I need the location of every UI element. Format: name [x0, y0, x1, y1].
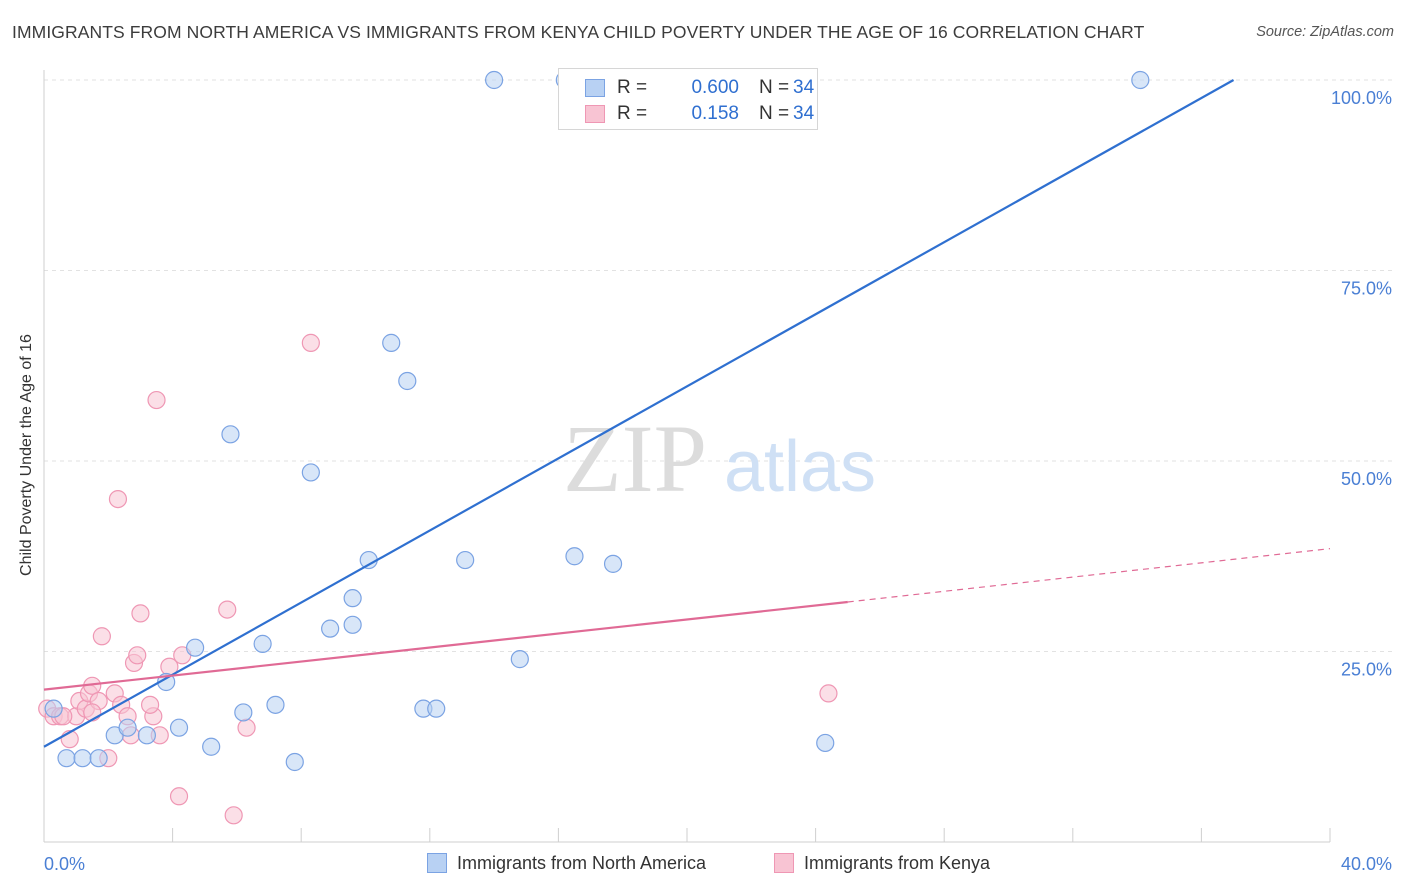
n-label: N = [759, 103, 790, 124]
kenya-point [147, 390, 166, 410]
r-value: 0.600 [691, 77, 739, 98]
source-label: Source: ZipAtlas.com [1256, 24, 1394, 40]
kenya-point [92, 627, 111, 646]
north-america-point [301, 463, 320, 482]
north-america-point [266, 695, 285, 714]
north-america-point [202, 737, 221, 756]
north-america-point [253, 634, 272, 653]
north-america-point [343, 615, 362, 634]
kenya-point [169, 787, 189, 806]
north-america-point [510, 650, 529, 669]
r-label: R = [617, 77, 648, 98]
kenya-point [128, 646, 147, 665]
grid [44, 79, 1392, 652]
north-america-point [603, 554, 623, 573]
watermark-atlas: atlas [724, 427, 876, 507]
north-america-point [343, 589, 362, 608]
y-tick-label: 25.0% [1341, 660, 1392, 680]
y-tick-label: 75.0% [1341, 279, 1392, 299]
kenya-point [819, 684, 838, 703]
kenya-trend-extension [847, 548, 1331, 603]
north-america-point [565, 547, 584, 566]
legend-label: Immigrants from Kenya [804, 853, 991, 873]
r-value: 0.158 [691, 103, 739, 124]
north-america-point [427, 699, 446, 718]
kenya-point [83, 703, 102, 722]
y-tick-label: 50.0% [1341, 469, 1392, 489]
north-america-point [221, 425, 240, 444]
north-america-point [44, 699, 63, 718]
north-america-point [382, 333, 401, 352]
north-america-point [485, 70, 504, 90]
north-america-point [456, 550, 475, 570]
x-tick-label: 40.0% [1341, 854, 1392, 874]
n-label: N = [759, 77, 790, 98]
north-america-point [1131, 70, 1150, 90]
north-america-point [73, 749, 92, 768]
north-america-point [398, 371, 417, 391]
legend-label: Immigrants from North America [457, 853, 707, 873]
kenya-point [131, 604, 150, 623]
kenya-point [224, 806, 243, 825]
chart-title: IMMIGRANTS FROM NORTH AMERICA VS IMMIGRA… [12, 22, 1145, 42]
north-america-point [186, 638, 205, 657]
kenya-point [301, 333, 320, 352]
kenya-point [140, 695, 160, 714]
y-tick-label: 100.0% [1331, 88, 1392, 108]
watermark: ZIP atlas [563, 405, 876, 512]
north-america-legend-swatch [427, 853, 447, 873]
north-america-trend-line [43, 79, 1235, 748]
north-america-point [118, 718, 137, 737]
n-value: 34 [793, 103, 815, 124]
kenya-point [218, 600, 237, 619]
kenya-swatch [585, 105, 605, 123]
north-america-point [89, 749, 108, 768]
n-value: 34 [793, 77, 815, 98]
kenya-point [108, 490, 128, 509]
kenya-points [38, 333, 838, 825]
north-america-point [321, 619, 340, 638]
x-tick-label: 0.0% [44, 854, 85, 874]
north-america-point [169, 718, 189, 737]
north-america-point [359, 550, 378, 570]
trend-lines [43, 79, 1331, 748]
north-america-point [137, 726, 156, 745]
stats-box: R = 0.600 N = 34 R = 0.158 N = 34 [558, 68, 818, 130]
north-america-point [234, 703, 253, 722]
tick-labels: 25.0% 50.0% 75.0% 100.0% 0.0% 40.0% [44, 88, 1392, 874]
north-america-point [285, 752, 304, 772]
kenya-point [237, 718, 256, 737]
north-america-point [816, 733, 835, 753]
north-america-swatch [585, 79, 605, 97]
kenya-trend-line [43, 600, 848, 691]
watermark-zip: ZIP [563, 405, 707, 512]
kenya-legend-swatch [774, 853, 794, 873]
north-america-point [57, 749, 76, 768]
r-label: R = [617, 103, 648, 124]
